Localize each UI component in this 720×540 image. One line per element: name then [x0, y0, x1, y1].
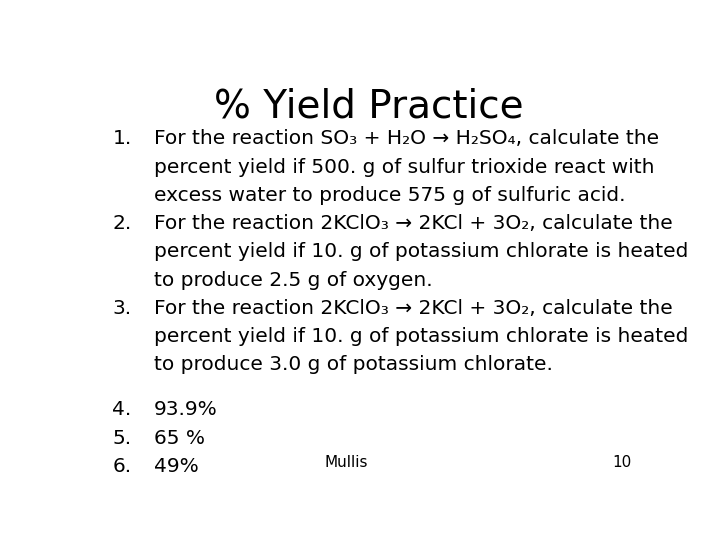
Text: excess water to produce 575 g of sulfuric acid.: excess water to produce 575 g of sulfuri…: [154, 186, 626, 205]
Text: to produce 2.5 g of oxygen.: to produce 2.5 g of oxygen.: [154, 271, 433, 289]
Text: 10: 10: [612, 455, 631, 470]
Text: Mullis: Mullis: [324, 455, 368, 470]
Text: 1.: 1.: [112, 129, 132, 149]
Text: % Yield Practice: % Yield Practice: [214, 87, 524, 126]
Text: For the reaction 2KClO₃ → 2KCl + 3O₂, calculate the: For the reaction 2KClO₃ → 2KCl + 3O₂, ca…: [154, 299, 673, 318]
Text: 4.: 4.: [112, 400, 132, 420]
Text: 5.: 5.: [112, 429, 132, 448]
Text: 65 %: 65 %: [154, 429, 205, 448]
Text: 6.: 6.: [112, 457, 132, 476]
Text: percent yield if 500. g of sulfur trioxide react with: percent yield if 500. g of sulfur trioxi…: [154, 158, 654, 177]
Text: 3.: 3.: [112, 299, 132, 318]
Text: 93.9%: 93.9%: [154, 400, 218, 420]
Text: percent yield if 10. g of potassium chlorate is heated: percent yield if 10. g of potassium chlo…: [154, 327, 688, 346]
Text: 49%: 49%: [154, 457, 199, 476]
Text: to produce 3.0 g of potassium chlorate.: to produce 3.0 g of potassium chlorate.: [154, 355, 553, 374]
Text: percent yield if 10. g of potassium chlorate is heated: percent yield if 10. g of potassium chlo…: [154, 242, 688, 261]
Text: For the reaction 2KClO₃ → 2KCl + 3O₂, calculate the: For the reaction 2KClO₃ → 2KCl + 3O₂, ca…: [154, 214, 673, 233]
Text: For the reaction SO₃ + H₂O → H₂SO₄, calculate the: For the reaction SO₃ + H₂O → H₂SO₄, calc…: [154, 129, 660, 149]
Text: 2.: 2.: [112, 214, 132, 233]
